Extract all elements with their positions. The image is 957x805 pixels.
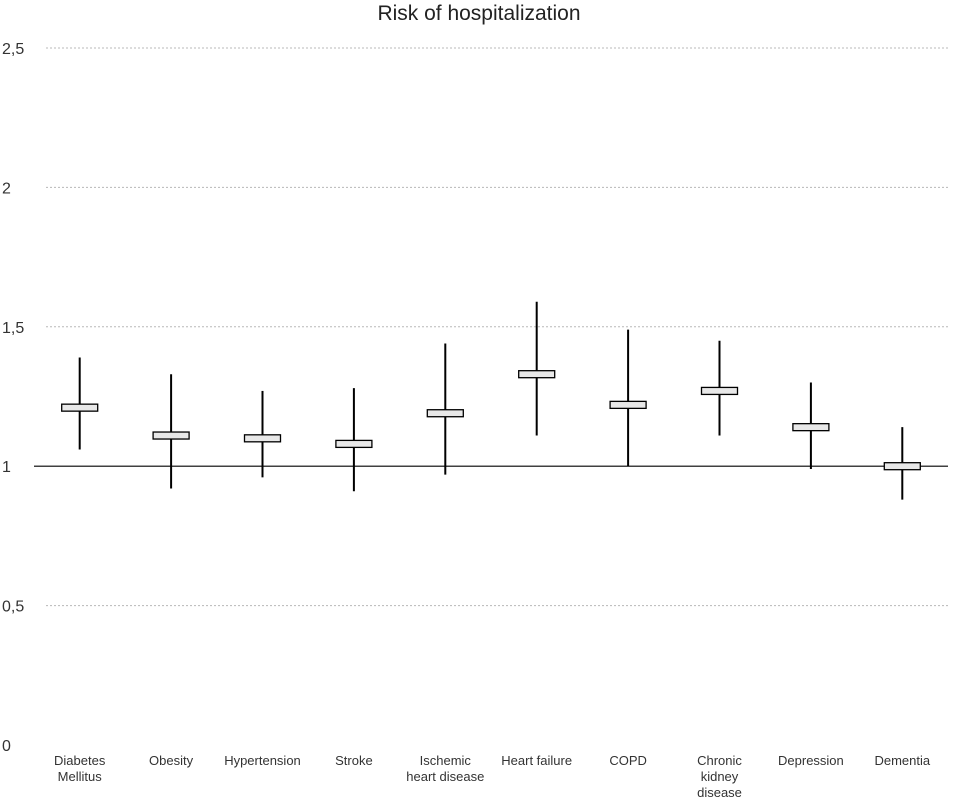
y-tick-label: 1 bbox=[2, 459, 11, 476]
x-tick-label: Chronic kidney disease bbox=[697, 753, 742, 800]
error-bar-group bbox=[426, 343, 464, 475]
x-tick-label-line: heart disease bbox=[406, 769, 484, 784]
x-tick-label: Obesity bbox=[149, 753, 194, 768]
y-tick-label: 2 bbox=[2, 180, 11, 197]
error-bar-group bbox=[61, 357, 99, 450]
estimate-marker bbox=[243, 434, 282, 443]
x-tick-label-line: Mellitus bbox=[58, 769, 103, 784]
x-tick-label-line: Ischemic bbox=[420, 753, 472, 768]
estimate-marker bbox=[152, 431, 190, 440]
x-tick-label-line: COPD bbox=[609, 753, 647, 768]
x-tick-label: Hypertension bbox=[224, 753, 301, 768]
x-tick-label-line: Heart failure bbox=[501, 753, 572, 768]
y-tick-label: 1,5 bbox=[2, 320, 24, 337]
y-axis-ticks: 0 0,5 1 1,5 2 2,5 bbox=[2, 41, 24, 755]
error-bar-group bbox=[700, 340, 739, 436]
x-tick-label-line: Diabetes bbox=[54, 753, 106, 768]
x-tick-label-line: Depression bbox=[778, 753, 844, 768]
x-tick-label: Ischemic heart disease bbox=[406, 753, 484, 784]
estimate-marker bbox=[792, 423, 830, 432]
x-tick-label: COPD bbox=[609, 753, 647, 768]
grid-layer bbox=[46, 47, 948, 607]
y-tick-label: 0,5 bbox=[2, 599, 24, 616]
y-tick-label: 0 bbox=[2, 738, 11, 755]
x-tick-label-line: kidney bbox=[701, 769, 739, 784]
x-tick-label-line: Stroke bbox=[335, 753, 373, 768]
x-tick-label-line: Chronic bbox=[697, 753, 742, 768]
x-tick-label: Diabetes Mellitus bbox=[54, 753, 106, 784]
x-tick-label-line: disease bbox=[697, 785, 742, 800]
estimate-marker bbox=[426, 409, 464, 418]
estimate-marker bbox=[609, 400, 647, 410]
error-bar-group bbox=[335, 388, 373, 492]
error-bar-marks bbox=[61, 301, 921, 500]
error-bar-group bbox=[792, 382, 830, 469]
estimate-marker bbox=[883, 462, 921, 471]
estimate-marker bbox=[61, 403, 99, 412]
error-bar-group bbox=[609, 329, 647, 467]
x-axis-ticks: Diabetes Mellitus Obesity Hypertension Strok… bbox=[54, 753, 931, 800]
error-bar-group bbox=[518, 301, 556, 436]
x-tick-label-line: Obesity bbox=[149, 753, 194, 768]
error-bar-group bbox=[152, 374, 190, 489]
estimate-marker bbox=[700, 386, 739, 396]
x-tick-label: Dementia bbox=[874, 753, 930, 768]
estimate-marker bbox=[518, 370, 556, 379]
x-tick-label: Heart failure bbox=[501, 753, 572, 768]
estimate-marker bbox=[335, 439, 373, 449]
x-tick-label: Depression bbox=[778, 753, 844, 768]
x-tick-label: Stroke bbox=[335, 753, 373, 768]
x-tick-label-line: Dementia bbox=[874, 753, 930, 768]
chart-title: Risk of hospitalization bbox=[377, 2, 580, 25]
error-bar-group bbox=[243, 390, 282, 478]
y-tick-label: 2,5 bbox=[2, 41, 24, 58]
error-bar-group bbox=[883, 427, 921, 500]
x-tick-label-line: Hypertension bbox=[224, 753, 301, 768]
